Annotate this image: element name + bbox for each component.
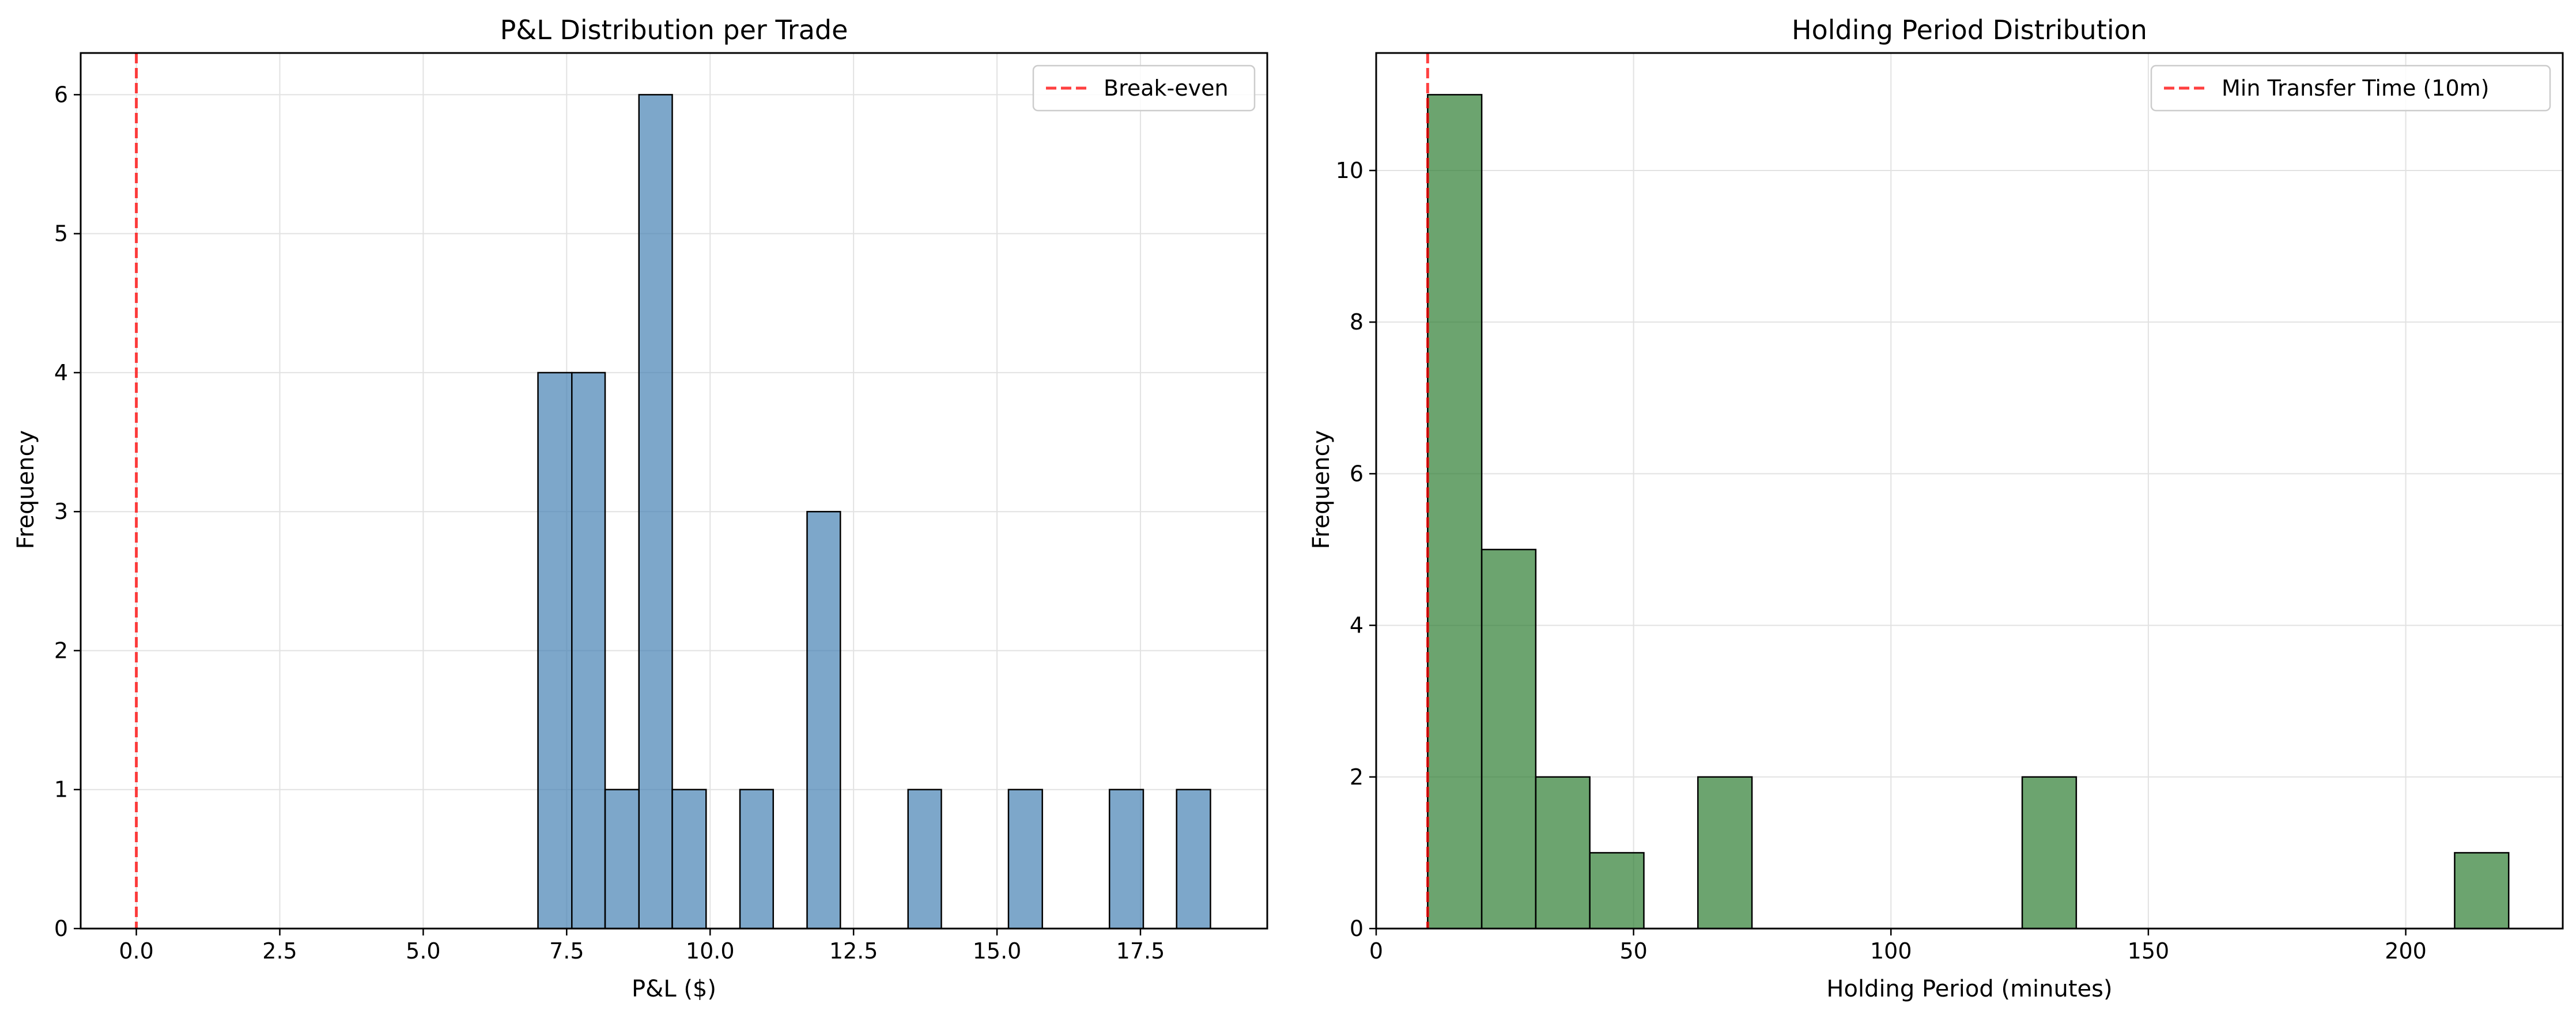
y-tick-label: 4 xyxy=(1350,613,1363,638)
y-tick-label: 6 xyxy=(1350,461,1363,486)
x-tick-label: 10.0 xyxy=(686,938,735,964)
y-tick-label: 5 xyxy=(54,221,68,247)
x-tick-label: 5.0 xyxy=(406,938,440,964)
x-tick-label: 2.5 xyxy=(262,938,297,964)
histogram-bar xyxy=(671,789,707,930)
y-tick-label: 3 xyxy=(54,499,68,524)
x-tick-label: 7.5 xyxy=(549,938,584,964)
x-tick-label: 200 xyxy=(2385,938,2427,964)
x-tick-label: 0 xyxy=(1369,938,1383,964)
plot-frame xyxy=(80,52,1268,930)
legend-box xyxy=(2150,65,2551,112)
y-tick-label: 10 xyxy=(1336,158,1363,183)
y-tick-label: 4 xyxy=(54,360,68,385)
y-tick-label: 0 xyxy=(54,916,68,941)
y-tick-label: 8 xyxy=(1350,309,1363,335)
histogram-bar xyxy=(1176,789,1211,930)
y-axis-label: Frequency xyxy=(13,430,39,550)
histogram-bar xyxy=(2454,852,2510,930)
chart-title: P&L Distribution per Trade xyxy=(500,14,848,46)
x-tick-label: 50 xyxy=(1619,938,1647,964)
x-tick-label: 15.0 xyxy=(973,938,1022,964)
y-tick-label: 0 xyxy=(1350,916,1363,941)
histogram-bar xyxy=(739,789,774,930)
y-axis-label: Frequency xyxy=(1308,430,1335,550)
histogram-bar xyxy=(907,789,942,930)
x-tick-label: 17.5 xyxy=(1116,938,1165,964)
y-tick-label: 2 xyxy=(54,638,68,663)
x-axis-label: Holding Period (minutes) xyxy=(1826,976,2112,1002)
x-axis-label: P&L ($) xyxy=(632,976,716,1002)
legend: Min Transfer Time (10m) xyxy=(2150,65,2551,112)
x-tick-label: 100 xyxy=(1870,938,1912,964)
pnl-distribution-chart: 0.0 2.5 5.0 7.5 10.0 12.5 15.0 17.5 0 1 2 3 4 5 6 P&L D… xyxy=(13,14,1268,1002)
histogram-bar xyxy=(1108,789,1145,930)
histogram-bar xyxy=(1535,776,1591,930)
y-tick-label: 2 xyxy=(1350,764,1363,790)
plot-frame xyxy=(1375,52,2564,930)
histogram-bar xyxy=(1697,776,1753,930)
histogram-bar xyxy=(571,372,606,930)
histogram-bar xyxy=(1427,94,1483,930)
y-tick-label: 6 xyxy=(54,82,68,107)
histogram-bar xyxy=(2021,776,2078,930)
holding-period-chart: 0 50 100 150 200 0 2 4 6 8 10 Holding Period Distri… xyxy=(1308,14,2564,1002)
x-tick-label: 12.5 xyxy=(829,938,878,964)
histogram-bar xyxy=(806,510,841,930)
histogram-bar xyxy=(1589,852,1645,930)
histogram-bar xyxy=(638,94,673,930)
x-tick-label: 0.0 xyxy=(119,938,153,964)
histogram-bar xyxy=(1480,548,1537,930)
histogram-bar xyxy=(604,789,640,930)
legend-label: Break-even xyxy=(1104,75,1229,101)
legend-label: Min Transfer Time (10m) xyxy=(2222,75,2489,101)
y-tick-label: 1 xyxy=(54,777,68,802)
legend-box xyxy=(1032,65,1256,112)
histogram-bar xyxy=(1007,789,1043,930)
chart-title: Holding Period Distribution xyxy=(1792,14,2147,46)
x-tick-label: 150 xyxy=(2128,938,2170,964)
legend: Break-even xyxy=(1032,65,1256,112)
histogram-bar xyxy=(537,372,573,930)
